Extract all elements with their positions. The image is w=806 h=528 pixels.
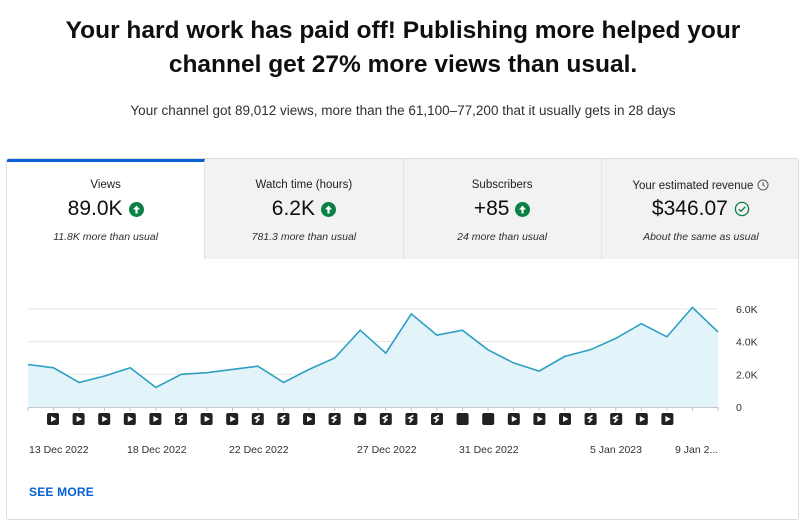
x-tick-label: 5 Jan 2023 [590,444,642,456]
tab-label: Your estimated revenue [632,180,754,192]
short-marker-icon[interactable] [405,413,418,425]
video-marker-icon[interactable] [635,413,648,425]
short-marker-icon[interactable] [277,413,290,425]
headline-line-2: channel get 27% more views than usual. [168,51,638,78]
clock-icon[interactable] [757,179,769,191]
up-arrow-icon [128,201,144,217]
tab-subtext: 781.3 more than usual [251,231,357,243]
short-marker-icon[interactable] [328,413,341,425]
short-marker-icon[interactable] [584,413,597,425]
video-marker-icon[interactable] [354,413,367,425]
y-tick-label: 2.0K [736,369,758,381]
video-marker-icon[interactable] [200,413,213,425]
video-marker-icon[interactable] [661,413,674,425]
video-marker-icon[interactable] [149,413,162,425]
tab-label: Views [90,179,121,191]
video-marker-icon[interactable] [226,413,239,425]
video-marker-icon[interactable] [47,413,59,425]
tab-value: 6.2K [271,197,315,220]
video-marker-icon[interactable] [303,413,315,425]
y-tick-label: 0 [736,402,742,414]
tab-value: $346.07 [651,197,728,220]
x-tick-label: 13 Dec 2022 [29,444,89,456]
premiere-marker-icon[interactable] [456,413,469,425]
up-arrow-icon [515,201,531,217]
x-tick-label: 9 Jan 2... [675,444,718,456]
y-tick-label: 4.0K [736,337,758,349]
up-arrow-icon [320,201,336,217]
tab-label: Watch time (hours) [255,179,353,191]
short-marker-icon[interactable] [251,413,264,425]
short-marker-icon[interactable] [431,413,443,425]
tab-subtext: About the same as usual [643,231,759,243]
tab-estimated-revenue[interactable]: Your estimated revenue $346.07 About the… [601,159,798,259]
views-chart: 6.0K 4.0K 2.0K 0 13 Dec 2022 18 Dec 2022 22 De… [27,304,758,456]
tab-subscribers[interactable]: Subscribers +85 24 more than usual [403,159,602,259]
metrics-card: Views 89.0K 11.8K more than usual Watch … [6,158,799,520]
video-marker-icon[interactable] [123,413,136,425]
headline-line-1: Your hard work has paid off! Publishing … [65,17,741,44]
x-tick-label: 27 Dec 2022 [357,444,417,456]
video-marker-icon[interactable] [72,413,85,425]
tab-value: +85 [473,197,510,220]
x-tick-label: 22 Dec 2022 [229,444,289,456]
short-marker-icon[interactable] [175,413,187,425]
x-tick-label: 31 Dec 2022 [459,444,519,456]
headline: Your hard work has paid off! Publishing … [0,14,806,82]
x-tick-label: 18 Dec 2022 [127,444,187,456]
tab-watch-time[interactable]: Watch time (hours) 6.2K 781.3 more than … [205,159,404,259]
views-area [28,307,718,407]
subline: Your channel got 89,012 views, more than… [130,103,676,118]
short-marker-icon[interactable] [379,413,392,425]
short-marker-icon[interactable] [610,413,623,425]
tab-subtext: 11.8K more than usual [53,231,159,243]
video-marker-icon[interactable] [533,413,546,425]
tab-subtext: 24 more than usual [457,231,548,243]
tab-value: 89.0K [67,197,123,220]
metric-tabs: Views 89.0K 11.8K more than usual Watch … [7,159,798,259]
y-tick-label: 6.0K [736,304,758,316]
views-line [27,306,719,389]
video-marker-icon[interactable] [98,413,111,425]
video-marker-icon[interactable] [507,413,520,425]
see-more-link[interactable]: SEE MORE [29,485,94,499]
check-circle-icon [734,201,750,217]
video-marker-icon[interactable] [559,413,571,425]
premiere-marker-icon[interactable] [482,413,495,425]
tab-label: Subscribers [471,179,533,191]
tab-views[interactable]: Views 89.0K 11.8K more than usual [7,159,206,259]
